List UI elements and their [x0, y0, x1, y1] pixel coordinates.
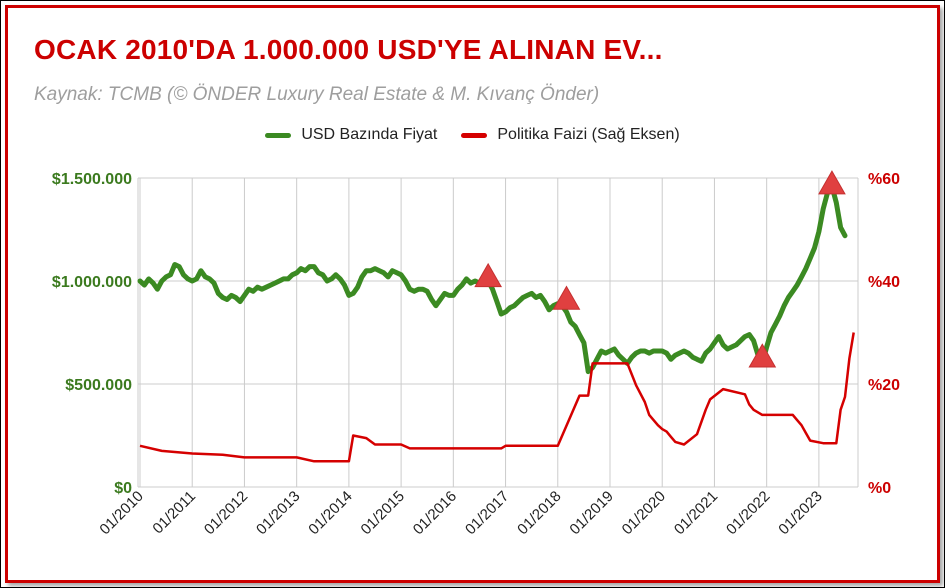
y-left-tick-label: $1.000.000 — [52, 274, 132, 291]
x-tick-label: 01/2019 — [566, 488, 616, 538]
y-right-tick-label: %20 — [868, 377, 900, 394]
legend-swatch-rate — [461, 132, 488, 138]
x-tick-label: 01/2011 — [149, 488, 199, 538]
x-tick-label: 01/2012 — [201, 488, 251, 538]
x-tick-label: 01/2013 — [253, 488, 303, 538]
x-tick-label: 01/2018 — [514, 488, 564, 538]
triangle-marker — [552, 285, 581, 310]
x-tick-label: 01/2015 — [358, 488, 408, 538]
chart-title: OCAK 2010'DA 1.000.000 USD'YE ALINAN EV.… — [34, 34, 663, 65]
legend-item-rate: Politika Faizi (Sağ Eksen) — [461, 126, 680, 144]
triangle-marker — [474, 262, 503, 288]
legend-swatch-usd — [265, 132, 292, 138]
triangle-marker — [748, 343, 777, 368]
legend-label-rate: Politika Faizi (Sağ Eksen) — [497, 126, 680, 143]
x-tick-label: 01/2014 — [305, 488, 355, 538]
y-left-tick-label: $500.000 — [65, 377, 132, 394]
chart-border — [5, 5, 940, 583]
triangle-marker — [818, 170, 846, 195]
legend-item-usd: USD Bazında Fiyat — [265, 126, 437, 144]
y-left-tick-label: $0 — [114, 480, 132, 497]
x-tick-label: 01/2020 — [619, 488, 669, 538]
y-right-tick-label: %0 — [868, 480, 891, 497]
y-right-tick-label: %40 — [868, 274, 900, 291]
x-tick-label: 01/2023 — [775, 488, 825, 538]
y-left-tick-label: $1.500.000 — [52, 171, 132, 188]
x-tick-label: 01/2016 — [410, 488, 460, 538]
chart-legend: USD Bazında Fiyat Politika Faizi (Sağ Ek… — [0, 126, 945, 144]
x-tick-label: 01/2022 — [723, 488, 773, 538]
x-tick-label: 01/2021 — [671, 488, 721, 538]
series-line-usd — [137, 183, 848, 375]
x-tick-label: 01/2017 — [462, 488, 512, 538]
y-right-tick-label: %60 — [868, 171, 900, 188]
chart-subtitle: Kaynak: TCMB (© ÖNDER Luxury Real Estate… — [34, 84, 600, 105]
legend-label-usd: USD Bazında Fiyat — [301, 126, 438, 143]
series-line-rate — [139, 332, 855, 463]
